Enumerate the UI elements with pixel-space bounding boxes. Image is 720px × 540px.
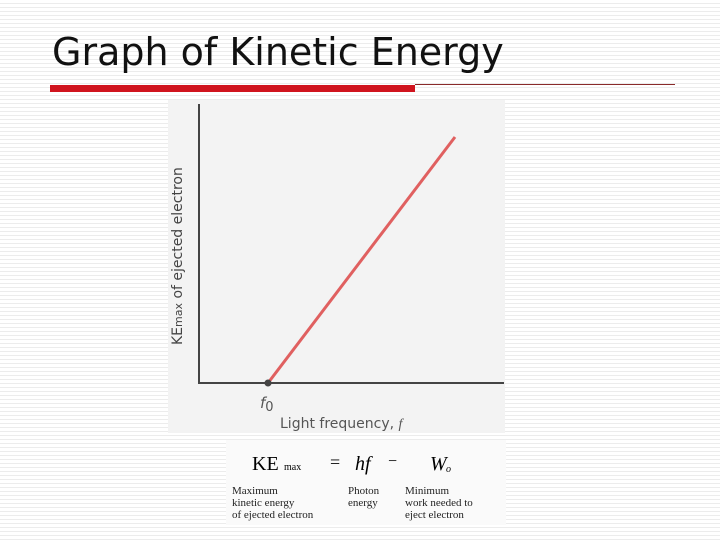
y-axis-label: KEmax of ejected electron [170,167,186,345]
label-main: f [260,394,268,412]
eq-equals: = [330,452,340,472]
eq-ke-sub: max [284,462,301,473]
label-main: KE [170,327,186,345]
caption-line: eject electron [405,509,464,521]
x-axis-label: Light frequency, f [280,416,405,432]
caption-line: energy [348,497,378,509]
label-subscript: 0 [265,400,273,415]
label-symbol: f [399,417,405,432]
eq-ke: KE [252,453,279,475]
equation-panel [226,440,506,525]
caption-line: kinetic energy [232,497,295,509]
label-subscript: max [172,303,185,327]
eq-w: W [430,453,449,475]
label-rest: of ejected electron [170,167,186,303]
caption-line: Maximum [232,485,278,497]
caption-line: of ejected electron [232,509,314,521]
eq-hf: hf [355,453,373,475]
label-main: Light frequency, [280,416,399,432]
threshold-point [264,379,272,387]
eq-w-sub: o [446,464,451,475]
caption-line: Photon [348,485,380,497]
eq-minus: − [388,453,397,470]
caption-line: work needed to [405,497,473,509]
title-rule [415,84,675,85]
caption-line: Minimum [405,485,449,497]
slide-title: Graph of Kinetic Energy [52,30,504,74]
ke-line [266,136,457,384]
graph-panel [168,100,505,433]
title-accent-bar [50,85,415,92]
threshold-label: f0 [260,394,274,415]
